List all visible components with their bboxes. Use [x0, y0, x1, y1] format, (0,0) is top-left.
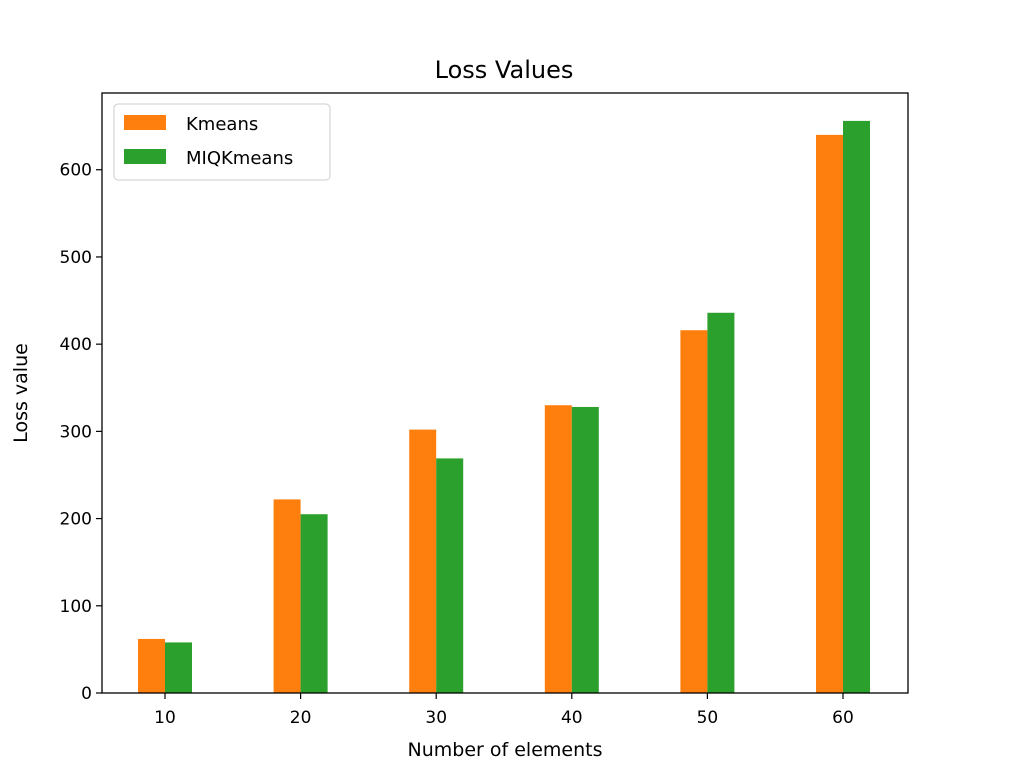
bar-kmeans-60 [816, 134, 843, 693]
y-tick-label: 400 [60, 335, 92, 355]
legend-label-kmeans: Kmeans [186, 114, 258, 135]
x-axis-ticks: 10 20 30 40 50 60 [154, 693, 854, 728]
y-axis-ticks: 0 100 200 300 400 500 600 [60, 161, 102, 704]
y-tick-label: 0 [81, 684, 92, 704]
y-axis-label: Loss value [10, 343, 32, 443]
x-tick-label: 10 [154, 708, 176, 728]
bar-miqkmeans-50 [707, 312, 735, 693]
y-tick-label: 200 [60, 510, 92, 530]
x-tick-label: 30 [425, 708, 447, 728]
legend-swatch-kmeans [124, 115, 166, 130]
bar-miqkmeans-60 [843, 120, 870, 693]
legend-box [113, 103, 331, 181]
x-tick-label: 60 [832, 708, 854, 728]
x-tick-label: 40 [561, 708, 583, 728]
y-tick-label: 600 [60, 161, 92, 181]
y-tick-label: 300 [60, 422, 92, 442]
bar-miqkmeans-20 [300, 514, 328, 693]
legend: Kmeans MIQKmeans [113, 103, 331, 181]
legend-swatch-miqkmeans [124, 149, 166, 164]
x-tick-label: 20 [290, 708, 312, 728]
y-tick-label: 500 [60, 248, 92, 268]
bar-miqkmeans-10 [165, 642, 192, 693]
plot-area-frame [101, 92, 909, 694]
y-tick-label: 100 [60, 597, 92, 617]
bar-miqkmeans-30 [436, 458, 464, 693]
bars-group [138, 120, 870, 693]
bar-kmeans-50 [680, 330, 708, 693]
bar-kmeans-40 [544, 405, 572, 693]
chart-title: Loss Values [435, 56, 574, 84]
bar-kmeans-10 [138, 638, 165, 693]
bar-kmeans-30 [409, 429, 437, 693]
legend-label-miqkmeans: MIQKmeans [186, 148, 293, 169]
bar-miqkmeans-40 [571, 406, 599, 693]
x-axis-label: Number of elements [408, 739, 603, 761]
x-tick-label: 50 [697, 708, 719, 728]
bar-kmeans-20 [273, 499, 301, 693]
